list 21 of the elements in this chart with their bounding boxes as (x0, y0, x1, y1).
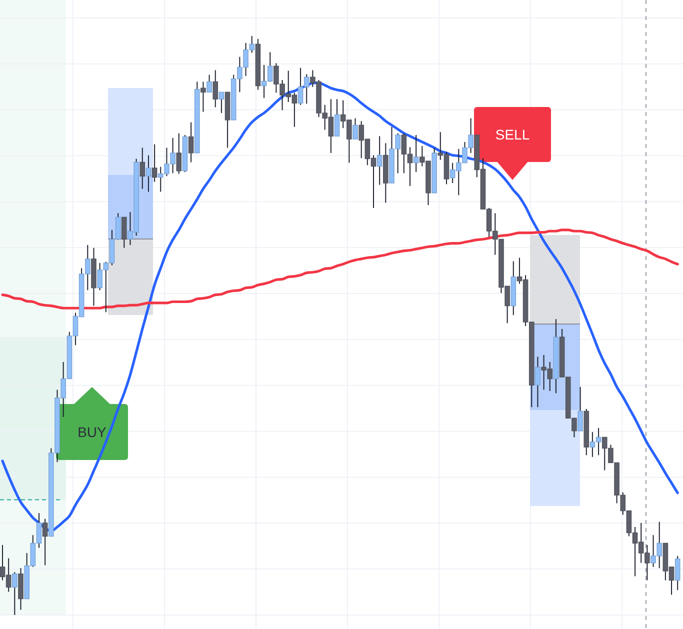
candlestick (42, 518, 48, 566)
annotation: BUY (78, 424, 108, 440)
candlestick (413, 134, 419, 173)
candlestick (146, 154, 152, 192)
candlestick (152, 144, 158, 182)
candlestick (121, 216, 127, 248)
candlestick (12, 572, 18, 616)
candlestick (352, 118, 358, 140)
candlestick (218, 92, 224, 114)
candlestick (140, 147, 146, 190)
candlestick (334, 98, 340, 137)
candlestick (674, 555, 680, 591)
candlestick (206, 74, 212, 93)
candlestick (376, 136, 382, 186)
annotation: SELL (495, 126, 530, 143)
candlestick (176, 132, 182, 174)
candlestick (578, 386, 583, 432)
candlestick (200, 81, 206, 112)
candlestick (535, 356, 540, 408)
candlestick (188, 122, 194, 163)
candlestick (212, 70, 218, 108)
